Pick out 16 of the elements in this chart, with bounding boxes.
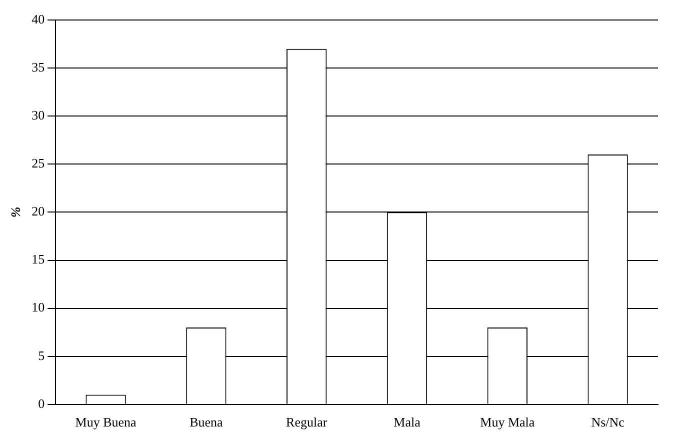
- y-tick-label: 0: [38, 396, 45, 411]
- x-tick-label: Ns/Nc: [591, 414, 625, 430]
- y-tick-label: 25: [32, 156, 45, 171]
- y-tick-label: 10: [32, 300, 45, 315]
- x-tick-label: Muy Buena: [75, 414, 137, 430]
- x-tick-label: Buena: [190, 414, 224, 430]
- x-tick-label: Muy Mala: [480, 414, 535, 430]
- y-axis-title: %: [8, 206, 24, 218]
- y-tick-label: 20: [32, 204, 45, 219]
- x-tick-label: Regular: [286, 414, 328, 430]
- x-tick-label: Mala: [394, 414, 421, 430]
- y-tick-label: 40: [32, 11, 45, 26]
- y-tick-label: 30: [32, 108, 45, 123]
- y-tick-label: 35: [32, 59, 45, 74]
- y-tick-label: 15: [32, 252, 45, 267]
- y-tick-label: 5: [38, 348, 45, 363]
